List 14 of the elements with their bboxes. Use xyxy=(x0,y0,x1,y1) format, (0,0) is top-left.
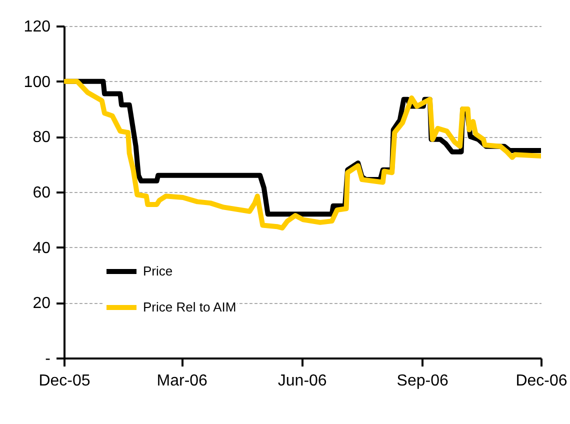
x-tick-label: Jun-06 xyxy=(278,372,327,390)
y-tick-label: 120 xyxy=(24,18,51,36)
x-tick-label: Sep-06 xyxy=(396,372,448,390)
y-tick-label: 100 xyxy=(24,74,51,91)
y-tick-label: 60 xyxy=(32,184,51,202)
x-tick-label: Dec-05 xyxy=(38,372,90,390)
x-tick-label: Dec-06 xyxy=(516,372,568,390)
legend-label: Price xyxy=(143,264,173,278)
y-tick-label: 40 xyxy=(32,240,51,257)
legend-label: Price Rel to AIM xyxy=(143,300,236,314)
y-tick-label: 20 xyxy=(32,295,51,312)
y-tick-label: - xyxy=(45,350,50,368)
x-tick-label: Mar-06 xyxy=(156,372,208,390)
y-tick-label: 80 xyxy=(32,129,51,146)
